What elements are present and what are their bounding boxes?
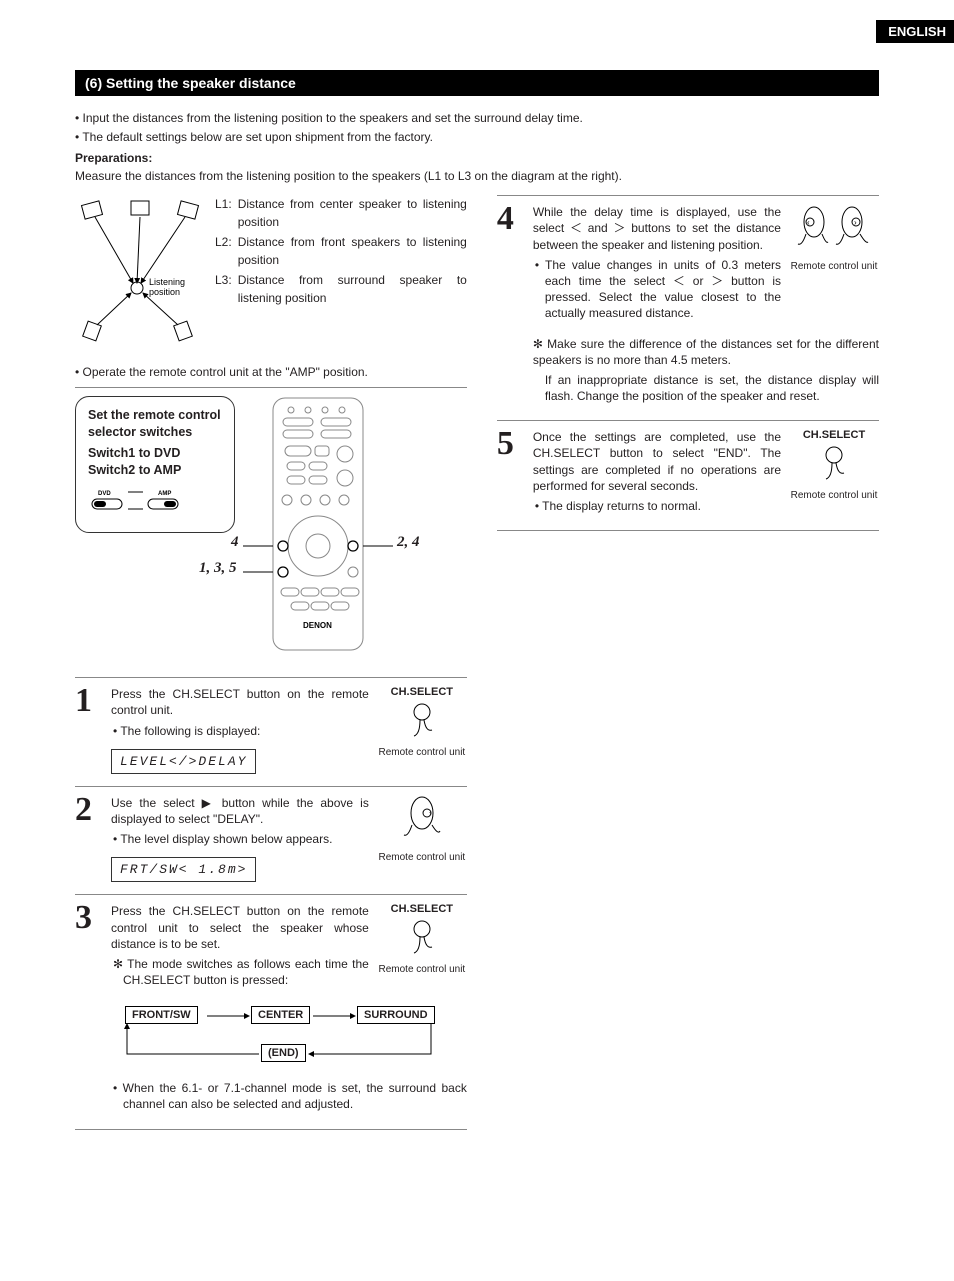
step-2-p2: • The level display shown below appears. (111, 831, 369, 847)
remote-block: Set the remote control selector switches… (75, 387, 467, 659)
svg-text:AMP: AMP (158, 491, 171, 497)
step-1-num: 1 (75, 686, 103, 774)
step-2-num: 2 (75, 795, 103, 883)
step-1: 1 Press the CH.SELECT button on the remo… (75, 677, 467, 786)
remote-caption-5: Remote control unit (789, 490, 879, 501)
step-5-p1: Once the settings are completed, use the… (533, 429, 781, 494)
remote-instruction-bubble: Set the remote control selector switches… (75, 396, 235, 532)
step-4-extra2: If an inappropriate distance is set, the… (533, 372, 879, 404)
remote-caption-3: Remote control unit (377, 964, 467, 975)
remote-caption-1: Remote control unit (377, 747, 467, 758)
step-3: 3 Press the CH.SELECT button on the remo… (75, 894, 467, 1129)
select-lr-icon: ‹ › (794, 204, 874, 254)
svg-text:DVD: DVD (98, 491, 111, 497)
step-5-p2: • The display returns to normal. (533, 498, 781, 514)
svg-text:DENON: DENON (303, 621, 332, 630)
svg-text:›: › (854, 218, 857, 227)
remote-instr-line3: Switch2 to AMP (88, 462, 222, 479)
step-3-p2: ✻ The mode switches as follows each time… (111, 956, 369, 988)
remote-caption-2: Remote control unit (377, 852, 467, 863)
switch-icon: DVD AMP (88, 487, 198, 517)
step-3-p1: Press the CH.SELECT button on the remote… (111, 903, 369, 952)
measure-line: Measure the distances from the listening… (75, 168, 879, 185)
chselect-label-3: CH.SELECT (377, 903, 467, 915)
distance-definitions: L1: Distance from center speaker to liste… (215, 195, 467, 345)
svg-text:Listening: Listening (149, 277, 185, 287)
section-title: (6) Setting the speaker distance (75, 70, 879, 96)
callout-24: 2, 4 (397, 534, 420, 551)
right-column: 4 While the delay time is displayed, use… (497, 195, 879, 1129)
step-2: 2 Use the select ▶ button while the abov… (75, 786, 467, 895)
remote-instr-line2: Switch1 to DVD (88, 445, 222, 462)
callout-4: 4 (231, 534, 239, 551)
intro-line-2: • The default settings below are set upo… (75, 129, 879, 146)
flow-surround: SURROUND (357, 1006, 435, 1024)
remote-figure: DENON 4 1, 3, 5 2, 4 (243, 396, 467, 659)
step-1-lcd: LEVEL</>DELAY (111, 749, 256, 774)
step-4-num: 4 (497, 204, 525, 408)
preparations-label: Preparations: (75, 150, 879, 167)
remote-instr-line1: Set the remote control selector switches (88, 407, 222, 441)
step-5-num: 5 (497, 429, 525, 518)
flow-center: CENTER (251, 1006, 310, 1024)
step-2-lcd: FRT/SW< 1.8m> (111, 857, 256, 882)
l2-text: Distance from front speakers to listenin… (238, 233, 467, 269)
press-icon-5 (814, 443, 854, 483)
svg-text:›: › (429, 809, 432, 818)
chselect-label-1: CH.SELECT (377, 686, 467, 698)
press-icon (402, 700, 442, 740)
l1-label: L1: (215, 195, 232, 231)
l3-label: L3: (215, 271, 232, 307)
chselect-label-5: CH.SELECT (789, 429, 879, 441)
remote-svg: DENON (243, 396, 393, 656)
step-4: 4 While the delay time is displayed, use… (497, 195, 879, 420)
page-content: (6) Setting the speaker distance • Input… (0, 20, 954, 1130)
step-3-num: 3 (75, 903, 103, 1116)
step-5: 5 Once the settings are completed, use t… (497, 420, 879, 531)
l2-label: L2: (215, 233, 232, 269)
step-3-note: • When the 6.1- or 7.1-channel mode is s… (111, 1080, 467, 1112)
step-4-extra1: ✻ Make sure the difference of the distan… (533, 336, 879, 368)
step-1-p1: Press the CH.SELECT button on the remote… (111, 686, 369, 718)
language-tab: ENGLISH (876, 20, 954, 43)
step-2-p1: Use the select ▶ button while the above … (111, 795, 369, 827)
mode-flow: FRONT/SW CENTER SURROUND (END) (111, 1002, 467, 1072)
select-right-icon: › (402, 795, 442, 845)
intro-block: • Input the distances from the listening… (75, 110, 879, 185)
callout-135: 1, 3, 5 (199, 560, 237, 577)
press-icon-3 (402, 917, 442, 957)
svg-text:position: position (149, 287, 180, 297)
left-column: Listening position L1: Distance from cent… (75, 195, 467, 1129)
flow-end: (END) (261, 1044, 306, 1062)
flow-front: FRONT/SW (125, 1006, 198, 1024)
step-1-p2: • The following is displayed: (111, 723, 369, 739)
listening-diagram: Listening position (75, 195, 205, 345)
svg-text:‹: ‹ (807, 218, 810, 227)
step-4-p2: • The value changes in units of 0.3 mete… (533, 257, 781, 322)
operate-note: • Operate the remote control unit at the… (75, 365, 467, 379)
intro-line-1: • Input the distances from the listening… (75, 110, 879, 127)
l3-text: Distance from surround speaker to listen… (238, 271, 467, 307)
l1-text: Distance from center speaker to listenin… (238, 195, 467, 231)
step-4-p1: While the delay time is displayed, use t… (533, 204, 781, 253)
remote-caption-4: Remote control unit (789, 261, 879, 272)
